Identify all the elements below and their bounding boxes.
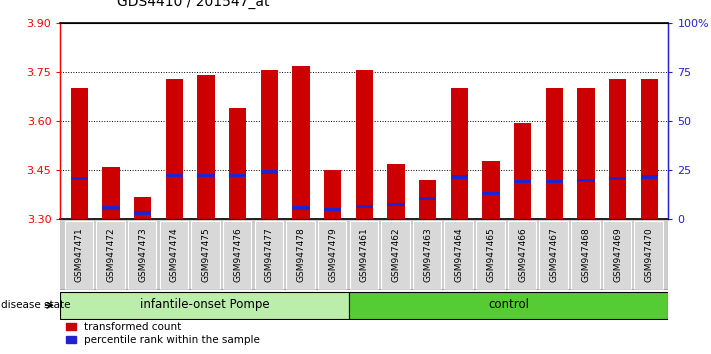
Bar xyxy=(134,196,151,219)
Text: GSM947478: GSM947478 xyxy=(296,228,306,282)
Bar xyxy=(65,221,93,289)
Bar xyxy=(166,173,183,177)
Bar xyxy=(159,221,188,289)
Legend: transformed count, percentile rank within the sample: transformed count, percentile rank withi… xyxy=(65,322,260,345)
Text: GSM947461: GSM947461 xyxy=(360,228,369,282)
Text: GSM947471: GSM947471 xyxy=(75,228,84,282)
Bar xyxy=(451,175,468,178)
Bar xyxy=(634,221,663,289)
Bar xyxy=(191,221,220,289)
Bar xyxy=(387,164,405,219)
Text: GSM947473: GSM947473 xyxy=(138,228,147,282)
Text: GSM947462: GSM947462 xyxy=(392,228,400,282)
Bar xyxy=(324,208,341,211)
Text: GSM947466: GSM947466 xyxy=(518,228,527,282)
Bar xyxy=(70,88,88,219)
Bar xyxy=(229,173,247,177)
Bar xyxy=(198,173,215,177)
Text: GDS4410 / 201547_at: GDS4410 / 201547_at xyxy=(117,0,269,9)
Bar xyxy=(476,221,505,289)
Bar xyxy=(287,221,315,289)
Bar xyxy=(545,88,563,219)
Bar xyxy=(444,221,473,289)
Text: disease state: disease state xyxy=(1,300,70,310)
Bar xyxy=(381,221,410,289)
Text: GSM947476: GSM947476 xyxy=(233,228,242,282)
Text: GSM947470: GSM947470 xyxy=(645,228,654,282)
Bar xyxy=(609,177,626,180)
Bar xyxy=(577,88,594,219)
Bar xyxy=(609,79,626,219)
Bar xyxy=(387,203,405,206)
Bar xyxy=(356,205,373,208)
Bar xyxy=(229,108,247,219)
Bar xyxy=(102,206,119,210)
Text: GSM947477: GSM947477 xyxy=(265,228,274,282)
Bar xyxy=(166,79,183,219)
Bar xyxy=(60,292,348,319)
Bar xyxy=(292,65,310,219)
Text: GSM947469: GSM947469 xyxy=(613,228,622,282)
Bar xyxy=(255,221,283,289)
Text: control: control xyxy=(488,298,529,311)
Bar xyxy=(198,75,215,219)
Bar xyxy=(350,221,378,289)
Bar xyxy=(545,180,563,183)
Bar xyxy=(419,196,437,200)
Bar xyxy=(413,221,442,289)
Bar xyxy=(261,70,278,219)
Text: GSM947467: GSM947467 xyxy=(550,228,559,282)
Bar xyxy=(508,221,536,289)
Bar xyxy=(451,88,468,219)
Text: GSM947472: GSM947472 xyxy=(107,228,116,282)
Bar xyxy=(641,79,658,219)
Text: infantile-onset Pompe: infantile-onset Pompe xyxy=(139,298,269,311)
Bar xyxy=(641,175,658,178)
Bar xyxy=(482,160,500,219)
Bar xyxy=(419,180,437,219)
Text: GSM947465: GSM947465 xyxy=(486,228,496,282)
Bar xyxy=(514,123,531,219)
Bar xyxy=(223,221,252,289)
Text: GSM947464: GSM947464 xyxy=(455,228,464,282)
Bar xyxy=(292,206,310,210)
Text: GSM947463: GSM947463 xyxy=(423,228,432,282)
Text: GSM947474: GSM947474 xyxy=(170,228,179,282)
Bar xyxy=(540,221,568,289)
Bar xyxy=(603,221,631,289)
Bar xyxy=(102,167,119,219)
Bar xyxy=(571,221,599,289)
Text: GSM947468: GSM947468 xyxy=(582,228,591,282)
Bar xyxy=(482,192,500,195)
Bar xyxy=(134,211,151,215)
Text: GSM947479: GSM947479 xyxy=(328,228,337,282)
Bar xyxy=(514,180,531,183)
Bar xyxy=(261,170,278,173)
Bar xyxy=(356,70,373,219)
Bar xyxy=(96,221,124,289)
Bar xyxy=(577,178,594,182)
Bar xyxy=(324,170,341,219)
Bar xyxy=(70,177,88,180)
Bar xyxy=(318,221,346,289)
Bar xyxy=(348,292,668,319)
Text: GSM947475: GSM947475 xyxy=(202,228,210,282)
Bar xyxy=(128,221,156,289)
